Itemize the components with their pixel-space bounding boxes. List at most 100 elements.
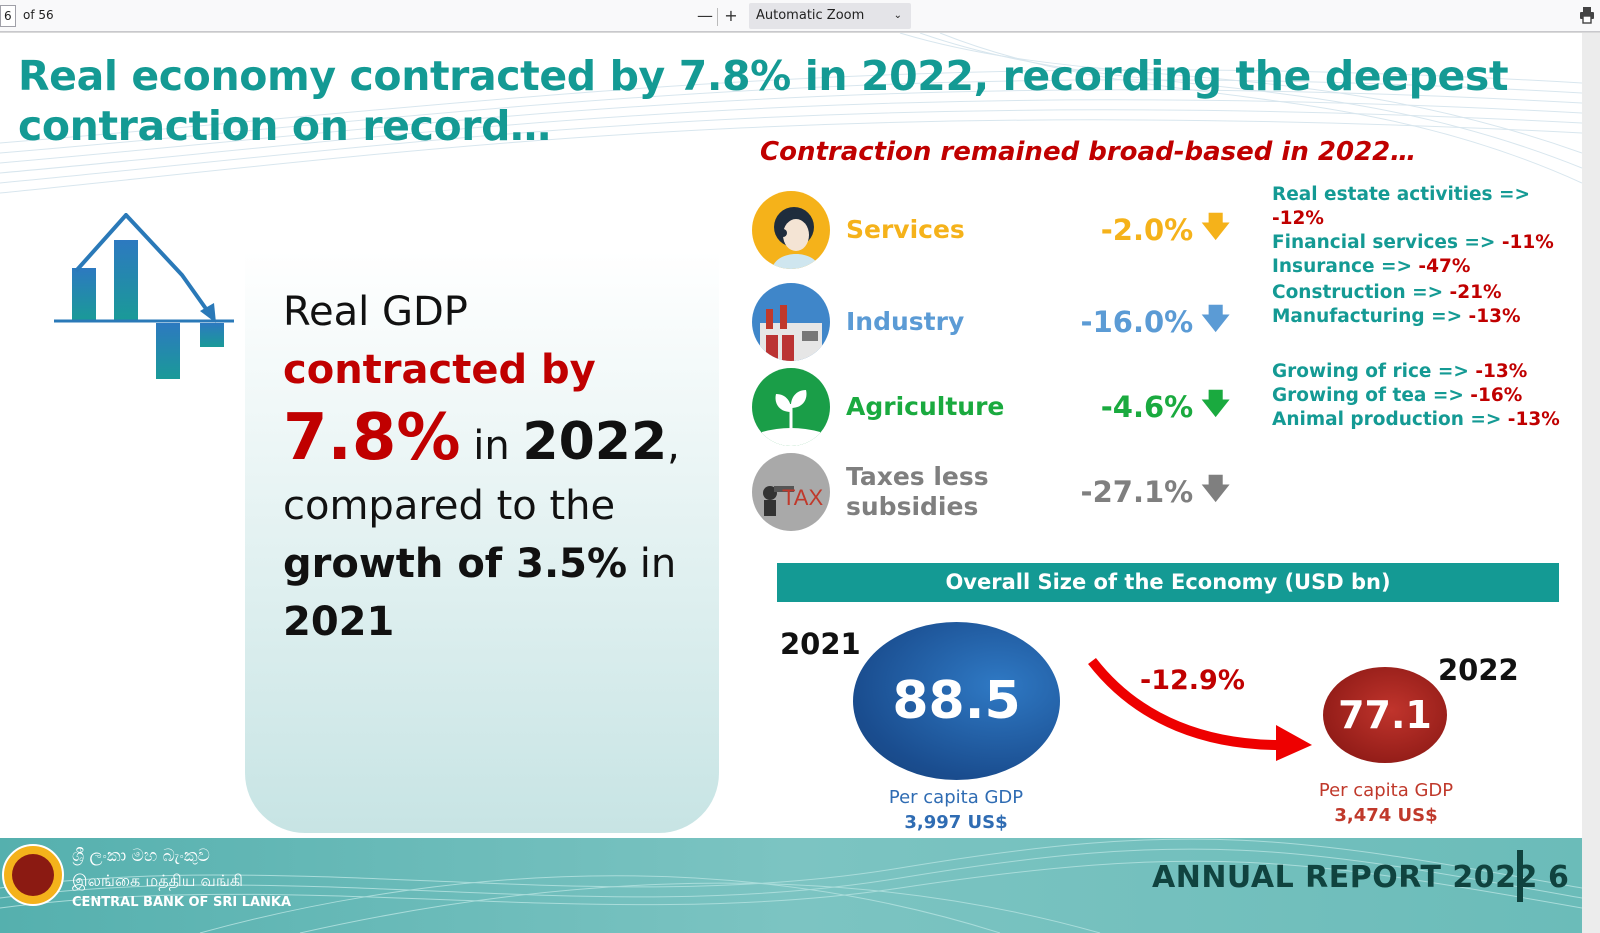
central-bank-seal-icon: [2, 844, 64, 906]
background-wave-decoration: [0, 33, 1582, 194]
detail-line: Financial services => -11%: [1272, 231, 1572, 255]
sector-row-agriculture: Agriculture -4.6% 🡇 Growing of rice => -1…: [752, 361, 1572, 448]
declining-chart-icon: [54, 213, 234, 379]
detail-value: -12%: [1272, 208, 1324, 229]
tax-icon: TAX: [752, 453, 830, 531]
call-center-icon: [752, 191, 830, 269]
detail-line: Real estate activities => -12%: [1272, 183, 1572, 231]
sector-details: Growing of rice => -13% Growing of tea =…: [1272, 360, 1560, 432]
sector-value: -2.0% 🡇: [1052, 191, 1230, 269]
zoom-out-button[interactable]: —: [697, 6, 713, 25]
decline-arrow-icon: [1088, 657, 1312, 761]
slide-page: Real economy contracted by 7.8% in 2022,…: [0, 33, 1582, 933]
sector-row-taxes: TAX Taxes less subsidies -27.1% 🡇: [752, 453, 1572, 533]
sector-value: -27.1% 🡇: [1052, 453, 1230, 531]
sector-value-text: -4.6%: [1100, 390, 1194, 424]
detail-label: Real estate activities =>: [1272, 184, 1530, 205]
sector-name: Services: [846, 215, 965, 244]
sector-details: Real estate activities => -12% Financial…: [1272, 183, 1572, 279]
per-capita-2022-value: 3,474 US$: [1334, 805, 1438, 826]
detail-value: -47%: [1418, 256, 1471, 277]
plant-icon: [752, 368, 830, 446]
sector-name: Agriculture: [846, 392, 1005, 421]
bank-name-sinhala: ශ්‍රී ලංකා මහ බැංකුව: [72, 846, 210, 866]
gdp-change-label: -12.9%: [1140, 665, 1245, 696]
detail-label: Insurance =>: [1272, 256, 1419, 277]
toolbar-separator: [717, 8, 718, 26]
sector-name: Taxes less subsidies: [846, 462, 989, 521]
sector-name: Industry: [846, 307, 965, 336]
arrow-down-icon: 🡇: [1201, 210, 1230, 243]
factory-icon: [752, 283, 830, 361]
zoom-in-button[interactable]: +: [724, 6, 738, 25]
detail-label: Growing of tea =>: [1272, 385, 1471, 406]
detail-value: -13%: [1468, 306, 1521, 327]
sector-row-industry: Industry -16.0% 🡇 Construction => -21% Ma…: [752, 281, 1572, 363]
per-capita-2021-label: Per capita GDP: [888, 787, 1024, 808]
detail-line: Growing of rice => -13%: [1272, 360, 1560, 384]
svg-text:TAX: TAX: [782, 485, 823, 510]
detail-label: Animal production =>: [1272, 409, 1508, 430]
detail-line: Construction => -21%: [1272, 281, 1520, 305]
economy-size-heading: Overall Size of the Economy (USD bn): [777, 563, 1559, 602]
summary-year: 2022: [522, 412, 668, 472]
detail-value: -11%: [1501, 232, 1554, 253]
bank-name-english: CENTRAL BANK OF SRI LANKA: [72, 895, 292, 910]
per-capita-2022-label: Per capita GDP: [1318, 780, 1454, 801]
summary-comma: ,: [667, 423, 680, 469]
slide-footer: ශ්‍රී ලංකා මහ බැංකුව இலங்கை மத்திய வங்கி…: [0, 838, 1582, 933]
page-count-label: of 56: [23, 8, 54, 22]
vertical-scrollbar[interactable]: [1582, 33, 1600, 933]
detail-label: Financial services =>: [1272, 232, 1502, 253]
annual-report-label: ANNUAL REPORT 2022: [1152, 860, 1538, 895]
footer-wave-decoration: [0, 838, 1582, 933]
summary-growth: growth of 3.5%: [283, 541, 628, 587]
zoom-select[interactable]: Automatic Zoom ⌄: [749, 3, 911, 29]
zoom-select-value: Automatic Zoom: [756, 8, 865, 23]
detail-value: -21%: [1449, 282, 1502, 303]
slide-page-number: 6: [1548, 860, 1569, 895]
detail-line: Growing of tea => -16%: [1272, 384, 1560, 408]
arrow-down-icon: 🡇: [1201, 387, 1230, 420]
summary-in2: in: [627, 541, 677, 587]
sector-value-text: -16.0%: [1080, 305, 1194, 339]
detail-line: Manufacturing => -13%: [1272, 305, 1520, 329]
page-number-input[interactable]: 6: [0, 5, 16, 27]
detail-value: -13%: [1475, 361, 1528, 382]
detail-line: Animal production => -13%: [1272, 408, 1560, 432]
detail-value: -16%: [1470, 385, 1523, 406]
per-capita-2021-value: 3,997 US$: [904, 812, 1008, 833]
year-2021-label: 2021: [780, 627, 861, 661]
pdf-toolbar: 6 of 56 — + Automatic Zoom ⌄: [0, 0, 1600, 32]
sector-details: Construction => -21% Manufacturing => -1…: [1272, 281, 1520, 329]
slide-title: Real economy contracted by 7.8% in 2022,…: [18, 52, 1509, 150]
sector-value: -4.6% 🡇: [1052, 368, 1230, 446]
summary-year-2021: 2021: [283, 599, 395, 645]
print-icon[interactable]: [1579, 6, 1595, 24]
sector-value: -16.0% 🡇: [1052, 283, 1230, 361]
slide-subtitle: Contraction remained broad-based in 2022…: [760, 137, 1417, 167]
sector-row-services: Services -2.0% 🡇 Real estate activities =…: [752, 184, 1572, 277]
detail-value: -13%: [1507, 409, 1560, 430]
summary-in: in: [460, 423, 523, 469]
sector-value-text: -27.1%: [1080, 475, 1194, 509]
summary-contraction-pct: 7.8%: [283, 401, 461, 475]
bank-name-tamil: இலங்கை மத்திய வங்கி: [72, 871, 243, 890]
year-2022-label: 2022: [1438, 653, 1519, 687]
detail-label: Growing of rice =>: [1272, 361, 1476, 382]
detail-label: Construction =>: [1272, 282, 1450, 303]
footer-divider: [1517, 850, 1523, 902]
chevron-down-icon: ⌄: [893, 10, 902, 21]
gdp-summary-text: Real GDP contracted by 7.8% in 2022, com…: [283, 283, 703, 651]
arrow-down-icon: 🡇: [1201, 302, 1230, 335]
summary-line-contracted: contracted by: [283, 347, 596, 393]
summary-line-real-gdp: Real GDP: [283, 289, 468, 335]
gdp-summary-card: [245, 251, 719, 833]
detail-label: Manufacturing =>: [1272, 306, 1469, 327]
detail-line: Insurance => -47%: [1272, 255, 1572, 279]
gdp-2021-bubble: 88.5: [853, 622, 1060, 780]
summary-line-compared: compared to the: [283, 483, 616, 529]
gdp-2022-bubble: 77.1: [1323, 667, 1447, 763]
arrow-down-icon: 🡇: [1201, 472, 1230, 505]
sector-value-text: -2.0%: [1100, 213, 1194, 247]
